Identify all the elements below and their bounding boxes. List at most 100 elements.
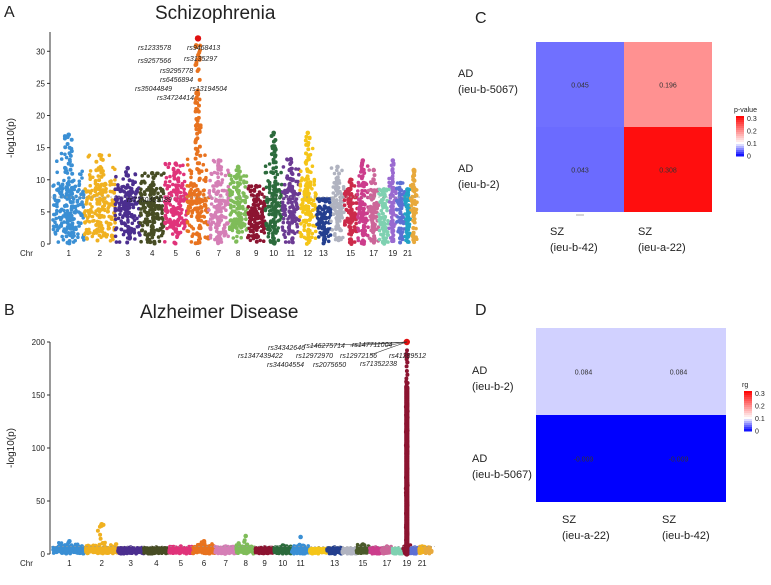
data-point bbox=[372, 215, 377, 220]
data-point bbox=[139, 239, 143, 244]
data-point bbox=[113, 187, 118, 191]
data-point bbox=[146, 220, 150, 224]
data-point bbox=[59, 190, 64, 194]
data-point bbox=[56, 181, 61, 186]
data-point bbox=[178, 164, 182, 168]
y-tick-label: 10 bbox=[36, 176, 45, 185]
data-point bbox=[218, 237, 223, 242]
data-point bbox=[70, 234, 75, 239]
data-point bbox=[188, 189, 193, 194]
data-point bbox=[67, 183, 71, 187]
data-point bbox=[285, 175, 289, 180]
data-point bbox=[304, 192, 309, 197]
data-point bbox=[331, 212, 336, 216]
data-point bbox=[199, 547, 203, 552]
data-point bbox=[124, 173, 129, 178]
data-point bbox=[113, 202, 118, 206]
data-point bbox=[124, 170, 128, 175]
data-point bbox=[55, 208, 59, 213]
data-point bbox=[257, 190, 262, 194]
data-point bbox=[56, 240, 61, 244]
data-point bbox=[161, 191, 166, 196]
data-point bbox=[312, 177, 317, 182]
data-point bbox=[334, 227, 339, 231]
data-point bbox=[245, 550, 250, 555]
data-point bbox=[102, 207, 107, 212]
data-point bbox=[202, 202, 207, 207]
data-point bbox=[251, 236, 256, 241]
y-tick-label: 20 bbox=[36, 112, 45, 121]
data-point bbox=[195, 122, 200, 127]
data-point bbox=[182, 172, 186, 177]
data-point bbox=[140, 197, 144, 201]
data-point bbox=[114, 240, 119, 244]
data-point bbox=[412, 185, 417, 190]
data-point bbox=[62, 178, 66, 183]
data-point bbox=[77, 224, 81, 228]
data-point bbox=[198, 153, 203, 158]
peak-point bbox=[305, 130, 311, 136]
data-point bbox=[241, 221, 245, 226]
data-point bbox=[129, 214, 134, 219]
data-point bbox=[125, 197, 130, 202]
data-point bbox=[312, 547, 316, 551]
data-point bbox=[106, 227, 111, 231]
data-point bbox=[319, 220, 324, 224]
data-point bbox=[163, 183, 167, 187]
data-point bbox=[196, 218, 201, 222]
data-point bbox=[151, 210, 155, 215]
chromosome-8-points bbox=[234, 533, 258, 556]
data-point bbox=[69, 137, 74, 142]
y-tick-label: 0 bbox=[41, 240, 46, 249]
data-point bbox=[167, 191, 172, 196]
data-point bbox=[77, 179, 82, 184]
data-point bbox=[124, 185, 129, 190]
data-point bbox=[145, 547, 149, 552]
data-point bbox=[159, 173, 164, 177]
data-point bbox=[78, 211, 82, 215]
data-point bbox=[55, 202, 59, 206]
data-point bbox=[261, 220, 266, 224]
data-point bbox=[193, 45, 198, 49]
data-point bbox=[88, 183, 92, 188]
data-point bbox=[191, 184, 195, 189]
data-point bbox=[81, 216, 85, 220]
data-point bbox=[352, 184, 357, 188]
data-point bbox=[131, 205, 136, 210]
data-point bbox=[185, 200, 190, 204]
data-point bbox=[52, 212, 56, 217]
data-point bbox=[119, 227, 123, 232]
data-point bbox=[276, 238, 281, 243]
data-point bbox=[95, 197, 99, 202]
data-point bbox=[391, 233, 396, 238]
data-point bbox=[73, 205, 78, 210]
data-point bbox=[367, 208, 371, 213]
x-tick-label: 3 bbox=[125, 249, 130, 258]
data-point bbox=[100, 197, 105, 202]
chromosome-21-points bbox=[403, 187, 413, 244]
data-point bbox=[299, 549, 303, 554]
data-point bbox=[354, 221, 358, 226]
data-point bbox=[327, 215, 331, 220]
data-point bbox=[282, 182, 287, 187]
data-point bbox=[108, 189, 113, 194]
data-point bbox=[142, 201, 146, 205]
data-point bbox=[53, 546, 57, 550]
data-point bbox=[260, 192, 264, 196]
data-point bbox=[195, 206, 200, 211]
data-point bbox=[290, 240, 295, 245]
chromosome-1-points bbox=[51, 539, 88, 556]
peak-point bbox=[298, 534, 303, 540]
data-point bbox=[67, 179, 71, 184]
data-point bbox=[403, 234, 407, 239]
data-point bbox=[281, 165, 286, 169]
data-point bbox=[333, 199, 338, 204]
data-point bbox=[261, 227, 266, 231]
data-point bbox=[250, 210, 255, 214]
data-point bbox=[198, 214, 203, 219]
data-point bbox=[211, 220, 216, 225]
data-point bbox=[254, 215, 258, 220]
data-point bbox=[196, 115, 201, 120]
data-point bbox=[122, 229, 127, 234]
